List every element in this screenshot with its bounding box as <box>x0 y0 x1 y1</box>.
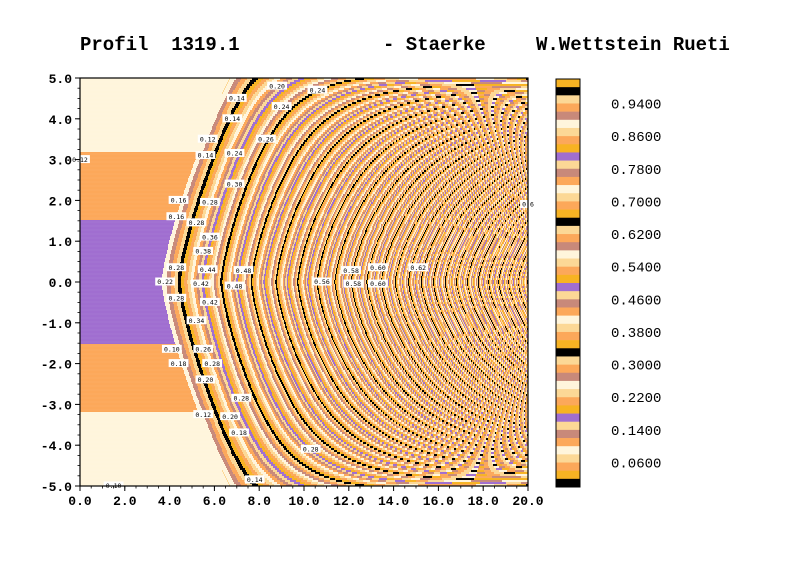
title-profile: Profil 1319.1 <box>80 34 240 56</box>
chart-title: Profil 1319.1 - Staerke W.Wettstein Ruet… <box>0 0 808 70</box>
title-quantity: - Staerke <box>383 34 486 56</box>
title-author: W.Wettstein Rueti <box>536 34 730 56</box>
